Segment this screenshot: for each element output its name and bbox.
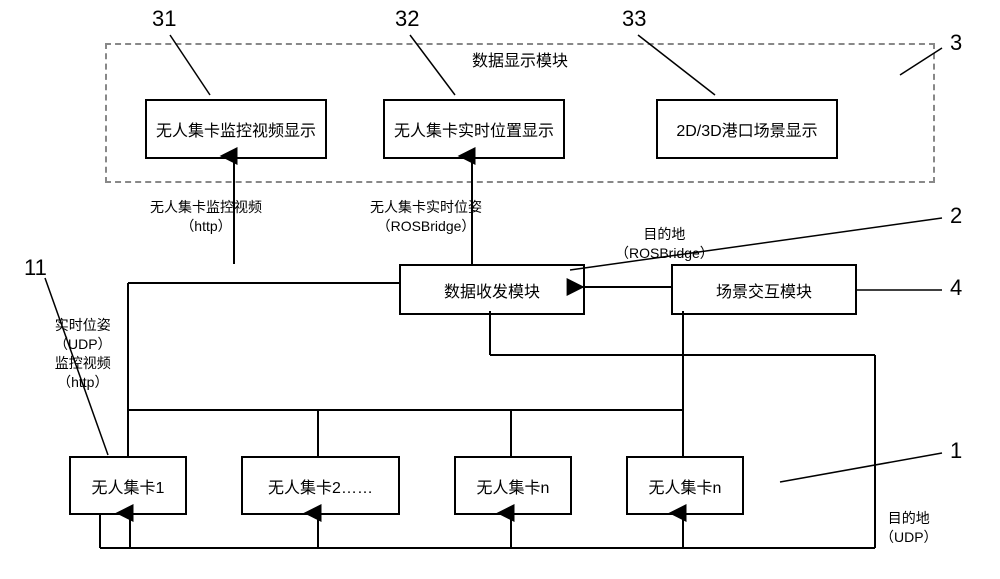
diagram-stage: 数据显示模块 无人集卡监控视频显示 无人集卡实时位置显示 2D/3D港口场景显示… <box>0 0 1000 579</box>
callout-leaders <box>0 0 1000 579</box>
